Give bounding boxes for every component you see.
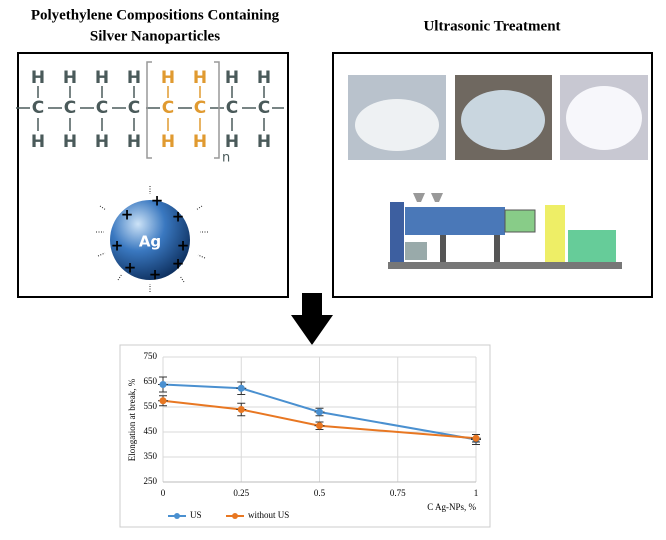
atom: H [257, 132, 271, 152]
y-tick-label: 650 [144, 376, 158, 386]
chart-frame [119, 344, 491, 528]
extruder [388, 193, 622, 269]
atom: H [63, 132, 77, 152]
svg-text:+: + [151, 192, 164, 210]
x-tick-label: 0.75 [390, 488, 406, 498]
atom: H [127, 132, 141, 152]
x-tick-label: 0.25 [233, 488, 249, 498]
atom: C [162, 98, 174, 118]
y-tick-label: 250 [144, 476, 158, 486]
atom: H [193, 132, 207, 152]
photos [348, 75, 648, 160]
atom: C [128, 98, 140, 118]
atom: C [258, 98, 270, 118]
point [316, 422, 323, 430]
svg-text:+: + [149, 266, 162, 284]
atom: C [96, 98, 108, 118]
atom: H [225, 132, 239, 152]
y-tick-label: 450 [144, 426, 158, 436]
x-tick-label: 0.5 [314, 488, 326, 498]
left-title: Silver Nanoparticles [90, 28, 220, 44]
atom: H [161, 132, 175, 152]
plus-signs: ++++ ++ ++ [111, 192, 190, 284]
bracket [146, 61, 220, 159]
series-line [162, 399, 477, 440]
atom: H [95, 68, 109, 88]
x-axis-title: C Ag-NPs, % [427, 502, 476, 512]
point [159, 381, 167, 388]
atom: H [225, 68, 239, 88]
atom: H [31, 132, 45, 152]
atom: H [31, 68, 45, 88]
legend-label: US [190, 510, 202, 520]
left-panel [17, 52, 289, 298]
svg-text:+: + [121, 206, 134, 224]
svg-text:+: + [124, 259, 137, 277]
atom: C [194, 98, 206, 118]
point [237, 384, 245, 392]
y-tick-label: 550 [144, 401, 158, 411]
right-panel [332, 52, 653, 298]
point [472, 434, 480, 442]
x-tick-label: 1 [474, 488, 479, 498]
atom: H [193, 68, 207, 88]
legend-marker [174, 513, 180, 519]
particle-label: Ag [139, 233, 161, 251]
y-axis-title: Elongation at break, % [127, 378, 137, 461]
y-tick-label: 350 [144, 451, 158, 461]
svg-text:+: + [172, 255, 185, 273]
atom: H [257, 68, 271, 88]
svg-text:+: + [177, 237, 190, 255]
point [159, 397, 167, 405]
atom: H [95, 132, 109, 152]
atom: C [32, 98, 44, 118]
atom: C [64, 98, 76, 118]
svg-text:+: + [111, 237, 124, 255]
atom: H [161, 68, 175, 88]
repeat-index: n [222, 151, 230, 166]
left-title: Polyethylene Compositions Containing [31, 7, 280, 23]
x-tick-label: 0 [161, 488, 166, 498]
atom: C [226, 98, 238, 118]
legend-marker [232, 513, 238, 519]
atom: H [127, 68, 141, 88]
point [237, 406, 245, 413]
legend-label: without US [248, 510, 289, 520]
silver-nanoparticle [110, 200, 190, 280]
down-arrow [291, 293, 333, 345]
svg-text:+: + [172, 208, 185, 226]
series-line [162, 383, 477, 441]
atom: H [63, 68, 77, 88]
right-title: Ultrasonic Treatment [423, 18, 560, 34]
point [316, 408, 323, 416]
y-tick-label: 750 [144, 351, 158, 361]
